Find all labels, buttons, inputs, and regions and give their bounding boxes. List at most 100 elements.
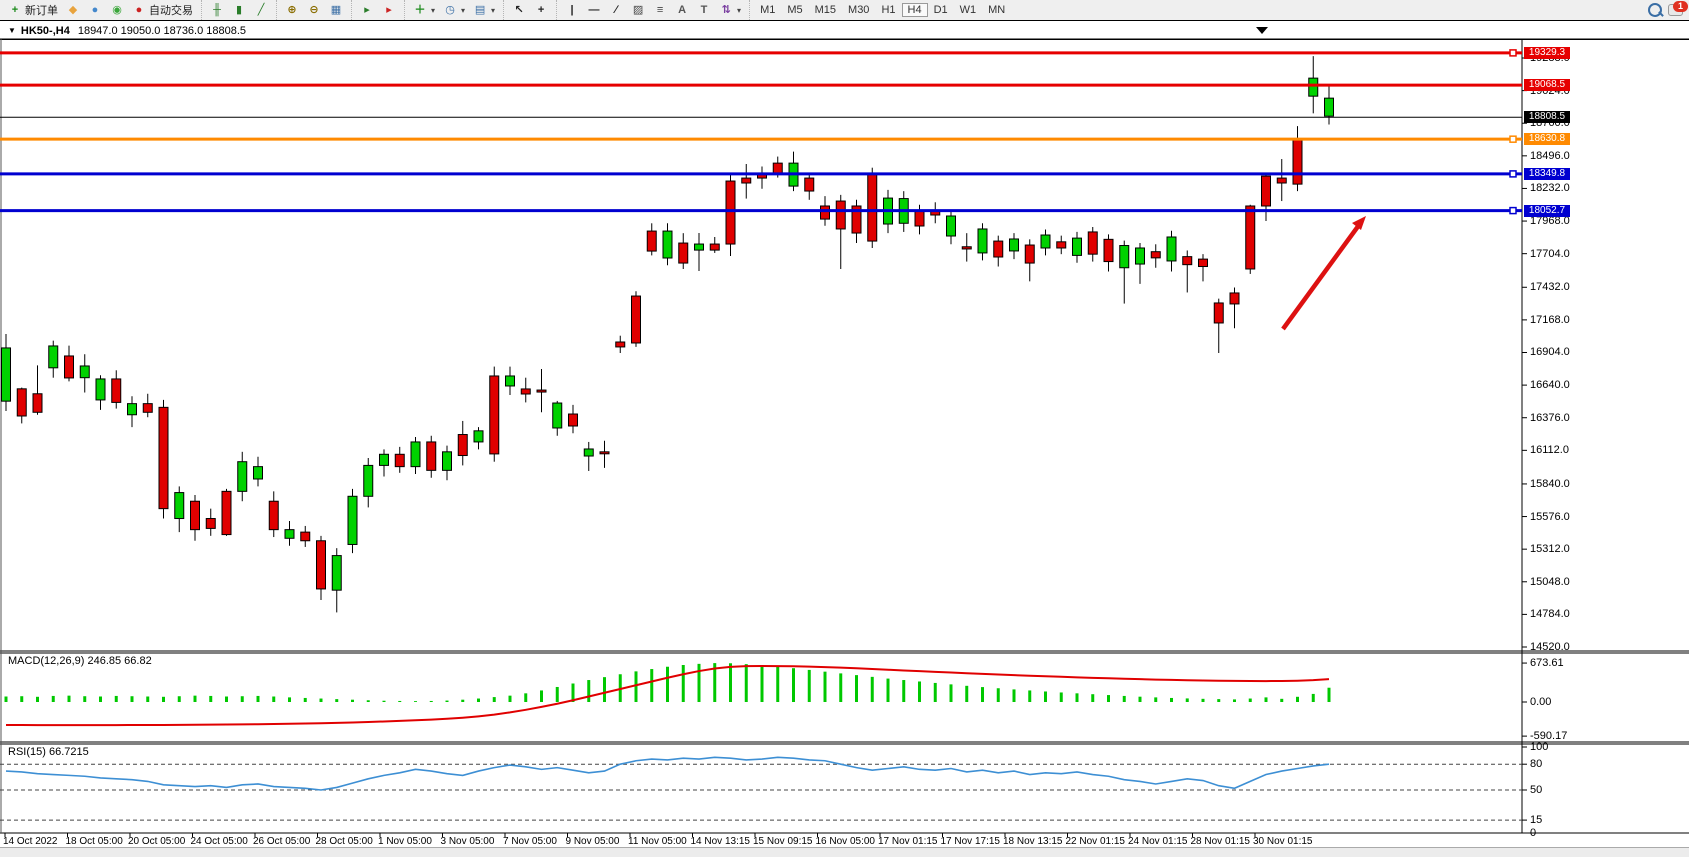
rsi-axis-label: 15	[1530, 814, 1543, 827]
chevron-down-icon[interactable]: ▾	[737, 5, 742, 15]
rsi-indicator-label: RSI(15) 66.7215	[8, 746, 89, 758]
timeframe-button-h4[interactable]: H4	[901, 3, 928, 17]
tile-windows-icon: ▦	[330, 4, 342, 16]
text-button[interactable]: A	[671, 2, 693, 18]
candlestick-chart-icon: ▮	[235, 4, 243, 16]
candle-chart-button[interactable]: ▮	[228, 2, 250, 18]
zoom-in-button[interactable]: ⊕	[281, 2, 303, 18]
date-axis-label: 30 Nov 01:15	[1253, 836, 1313, 847]
price-axis-label: 15048.0	[1530, 575, 1570, 588]
date-axis-label: 11 Nov 05:00	[628, 836, 687, 847]
arrow-objects-icon: ⇅	[721, 4, 731, 16]
price-axis-label: 17704.0	[1530, 247, 1570, 260]
timeframe-button-mn[interactable]: MN	[988, 4, 1006, 16]
date-axis-label: 26 Oct 05:00	[253, 836, 311, 847]
date-axis-label: 3 Nov 05:00	[440, 836, 495, 847]
new-order-icon: +	[11, 4, 19, 16]
auto-scroll-icon: ▸	[364, 4, 370, 16]
rsi-axis-label: 100	[1530, 741, 1549, 753]
indicators-button[interactable]: ＋ ▾	[409, 2, 439, 18]
tester-button[interactable]: ◆	[62, 2, 84, 18]
timeframe-button-w1[interactable]: W1	[959, 4, 977, 16]
date-axis-label: 24 Oct 05:00	[190, 836, 248, 847]
toolbar-group: ↖ +	[503, 0, 556, 20]
toolbar-group: ╫ ▮ ╱	[201, 0, 276, 20]
toolbar-button-label: 新订单	[25, 5, 58, 17]
channel-button[interactable]: ▨	[627, 2, 649, 18]
clock-icon: ◷	[445, 4, 455, 16]
fibonacci-button[interactable]: ≡	[649, 2, 671, 18]
date-axis-label: 18 Oct 05:00	[65, 836, 123, 847]
toolbar-group: | — ∕ ▨ ≡ A T ⇅ ▾	[556, 0, 749, 20]
chart-shift-button[interactable]: ▸	[378, 2, 400, 18]
timeframe-button-m30[interactable]: M30	[848, 4, 870, 16]
date-axis-label: 16 Nov 05:00	[815, 836, 876, 847]
crosshair-icon: +	[537, 4, 545, 16]
vline-button[interactable]: |	[561, 2, 583, 18]
timeframe-button-h1[interactable]: H1	[881, 4, 896, 16]
toolbar-group: ▸ ▸	[351, 0, 404, 20]
macd-indicator-label: MACD(12,26,9) 246.85 66.82	[8, 655, 152, 667]
timeframe-button-m5[interactable]: M5	[787, 4, 803, 16]
price-level-tag: 19329.3	[1524, 46, 1570, 59]
chevron-down-icon[interactable]: ▾	[431, 5, 436, 15]
new-order-button[interactable]: + 新订单	[4, 1, 62, 19]
arrows-button[interactable]: ⇅ ▾	[715, 2, 745, 18]
text-label-button[interactable]: T	[693, 2, 715, 18]
experts-icon: ●	[91, 4, 99, 16]
date-axis-label: 22 Nov 01:15	[1065, 836, 1126, 847]
chart-canvas[interactable]	[0, 21, 1689, 857]
auto-scroll-button[interactable]: ▸	[356, 2, 378, 18]
window-bottom-strip	[0, 847, 1689, 857]
experts-button[interactable]: ●	[84, 2, 106, 18]
zoom-out-button[interactable]: ⊖	[303, 2, 325, 18]
toolbar-group: ⊕ ⊖ ▦	[276, 0, 351, 20]
search-icon[interactable]	[1648, 3, 1662, 17]
toolbar-group: + 新订单 ◆ ● ◉ ● 自动交易	[0, 0, 201, 20]
price-axis-label: 17432.0	[1530, 281, 1570, 294]
date-axis-label: 7 Nov 05:00	[503, 836, 557, 847]
periods-button[interactable]: ◷ ▾	[439, 2, 469, 18]
line-chart-button[interactable]: ╱	[250, 2, 272, 18]
hline-button[interactable]: —	[583, 2, 605, 18]
templates-button[interactable]: ▤ ▾	[469, 2, 499, 18]
trendline-button[interactable]: ∕	[605, 2, 627, 18]
signals-icon: ◉	[112, 4, 122, 16]
cursor-button[interactable]: ↖	[508, 2, 530, 18]
price-axis-label: 15576.0	[1530, 510, 1570, 523]
price-axis-label: 17968.0	[1530, 215, 1570, 228]
price-axis-label: 15312.0	[1530, 543, 1570, 556]
vertical-line-icon: |	[570, 4, 574, 16]
price-axis-label: 14784.0	[1530, 608, 1570, 621]
price-level-tag: 18808.5	[1524, 111, 1570, 124]
notification-badge: 1	[1673, 1, 1688, 12]
macd-axis-label: 0.00	[1530, 696, 1552, 708]
chevron-down-icon[interactable]: ▾	[491, 5, 496, 15]
timeframe-button-m15[interactable]: M15	[814, 4, 837, 16]
notifications-icon[interactable]: 1	[1668, 1, 1688, 16]
timeframe-button-d1[interactable]: D1	[933, 4, 948, 16]
tile-windows-button[interactable]: ▦	[325, 2, 347, 18]
toolbar-group: ＋ ▾ ◷ ▾ ▤ ▾	[404, 0, 503, 20]
date-axis-label: 28 Nov 01:15	[1190, 836, 1251, 847]
tester-icon: ◆	[68, 4, 78, 16]
macd-axis-label: 673.61	[1530, 657, 1564, 670]
signals-button[interactable]: ◉	[106, 2, 128, 18]
zoom-out-icon: ⊖	[309, 4, 319, 16]
autotrade-icon: ●	[135, 4, 143, 16]
price-axis-label: 16904.0	[1530, 346, 1570, 359]
crosshair-button[interactable]: +	[530, 2, 552, 18]
bar-chart-button[interactable]: ╫	[206, 2, 228, 18]
chevron-down-icon[interactable]: ▾	[461, 5, 466, 15]
trendline-icon: ∕	[615, 4, 617, 16]
chevron-down-icon[interactable]: ▼	[8, 26, 16, 35]
date-axis-label: 17 Nov 01:15	[878, 836, 938, 847]
date-axis-label: 17 Nov 17:15	[940, 836, 1001, 847]
fibonacci-icon: ≡	[656, 4, 664, 16]
ohlc-values: 18947.0 19050.0 18736.0 18808.5	[77, 24, 247, 37]
autotrade-button[interactable]: ● 自动交易	[128, 1, 197, 19]
price-axis-label: 18232.0	[1530, 182, 1570, 195]
toolbar-group: M1 M5 M15 M30 H1 H4 D1 W1 MN	[749, 0, 1015, 20]
text-label-icon: T	[700, 4, 708, 16]
timeframe-button-m1[interactable]: M1	[760, 4, 776, 16]
